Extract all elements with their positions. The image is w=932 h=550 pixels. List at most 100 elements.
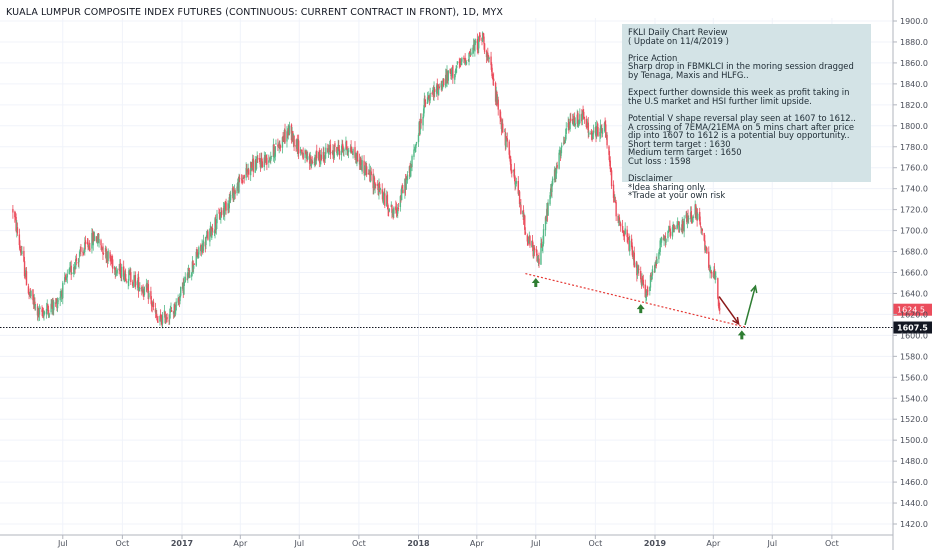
candle-body bbox=[531, 240, 534, 247]
candle-body bbox=[255, 162, 258, 169]
chart-title: KUALA LUMPUR COMPOSITE INDEX FUTURES (CO… bbox=[6, 7, 504, 18]
candle-body bbox=[481, 32, 484, 42]
candle-body bbox=[196, 252, 199, 257]
candle-body bbox=[569, 118, 571, 130]
candle-body bbox=[347, 150, 350, 153]
candle-body bbox=[630, 238, 633, 248]
time-tick-label: 2017 bbox=[171, 539, 193, 548]
candle-body bbox=[669, 225, 671, 232]
candle-body bbox=[214, 220, 217, 230]
candle-body bbox=[482, 33, 484, 36]
candle-body bbox=[180, 286, 182, 296]
candle-body bbox=[673, 224, 675, 228]
candle-body bbox=[274, 146, 277, 157]
candle-body bbox=[499, 109, 501, 119]
candle-body bbox=[715, 276, 717, 278]
price-tick-label: 1600.0 bbox=[900, 331, 928, 340]
candle-body bbox=[320, 154, 323, 161]
candle-body bbox=[316, 150, 318, 159]
candle-body bbox=[600, 126, 602, 128]
projected-drop-arrow bbox=[718, 296, 740, 326]
candle-body bbox=[97, 233, 100, 243]
candle-body bbox=[224, 203, 226, 215]
price-tick-label: 1820.0 bbox=[900, 101, 928, 110]
candle-body bbox=[93, 235, 96, 241]
price-tick-label: 1480.0 bbox=[900, 457, 928, 466]
candle-body bbox=[279, 145, 282, 148]
candle-body bbox=[136, 281, 138, 286]
candle-body bbox=[23, 261, 26, 276]
candle-body bbox=[540, 243, 542, 265]
candle-body bbox=[187, 272, 189, 279]
candle-body bbox=[356, 151, 359, 162]
candle-body bbox=[283, 141, 285, 143]
candle-body bbox=[664, 235, 667, 242]
candle-body bbox=[174, 310, 177, 315]
candle-body bbox=[424, 99, 426, 102]
candle-body bbox=[623, 233, 626, 237]
candle-body bbox=[234, 190, 236, 194]
candle-body bbox=[110, 258, 113, 262]
candle-body bbox=[388, 208, 391, 212]
candle-body bbox=[392, 213, 394, 215]
candle-body bbox=[170, 308, 172, 309]
candle-body bbox=[302, 152, 304, 160]
candle-body bbox=[415, 143, 417, 149]
candle-body bbox=[477, 48, 479, 50]
candle-body bbox=[452, 65, 454, 79]
candle-body bbox=[654, 263, 656, 273]
candle-body bbox=[57, 300, 59, 302]
candle-body bbox=[142, 290, 144, 293]
candle-body bbox=[488, 57, 490, 59]
candle-body bbox=[519, 204, 521, 206]
candle-body bbox=[159, 314, 162, 317]
candle-body bbox=[32, 289, 34, 301]
candle-body bbox=[610, 167, 612, 173]
candle-body bbox=[509, 156, 512, 165]
candle-body bbox=[248, 169, 250, 175]
candle-body bbox=[449, 68, 451, 74]
candle-body bbox=[25, 271, 28, 286]
candle-body bbox=[281, 137, 284, 148]
candle-body bbox=[168, 314, 171, 320]
candle-body bbox=[618, 217, 621, 222]
candle-body bbox=[468, 52, 470, 62]
candle-body bbox=[606, 134, 608, 146]
candle-body bbox=[692, 216, 694, 219]
candle-body bbox=[73, 267, 75, 275]
candle-body bbox=[133, 275, 135, 283]
candle-body bbox=[438, 86, 440, 89]
candle-body bbox=[659, 240, 661, 252]
candle-body bbox=[323, 160, 326, 162]
candle-body bbox=[619, 223, 622, 227]
candle-body bbox=[202, 240, 205, 251]
candle-body bbox=[109, 252, 111, 259]
candle-body bbox=[415, 141, 418, 144]
candle-body bbox=[165, 319, 167, 322]
candle-body bbox=[64, 277, 66, 282]
note-line: *Idea sharing only. bbox=[628, 181, 706, 192]
candle-body bbox=[98, 239, 100, 244]
candle-body bbox=[422, 108, 425, 117]
candle-body bbox=[401, 186, 404, 188]
candle-body bbox=[139, 287, 141, 290]
candle-body bbox=[641, 279, 643, 286]
candle-body bbox=[127, 280, 129, 284]
candle-body bbox=[424, 102, 427, 104]
support-level-value: 1607.5 bbox=[897, 324, 928, 333]
candle-body bbox=[644, 284, 646, 297]
candle-body bbox=[118, 268, 120, 271]
candle-body bbox=[59, 296, 61, 301]
candle-body bbox=[599, 125, 602, 133]
candle-body bbox=[238, 177, 240, 193]
candle-body bbox=[134, 274, 137, 287]
candle-body bbox=[365, 166, 368, 175]
candle-body bbox=[665, 238, 667, 243]
candle-body bbox=[229, 194, 232, 201]
candle-body bbox=[638, 268, 640, 270]
candle-body bbox=[84, 242, 86, 252]
candle-body bbox=[513, 168, 516, 179]
candle-body bbox=[242, 180, 244, 182]
candle-body bbox=[195, 252, 197, 266]
